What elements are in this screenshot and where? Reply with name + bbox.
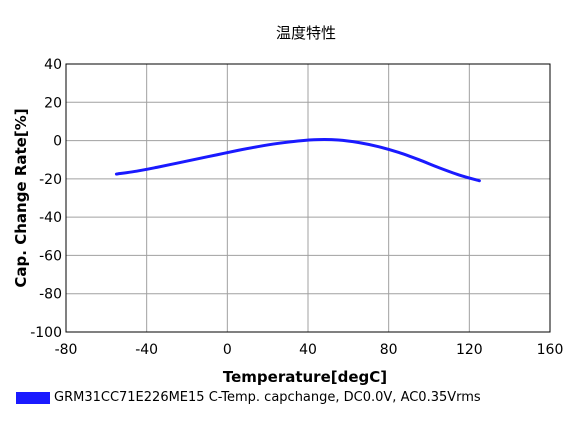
y-tick-label: -100 xyxy=(30,325,62,341)
series-lines xyxy=(114,138,481,183)
y-tick-label: -80 xyxy=(39,287,62,303)
x-tick-label: 120 xyxy=(456,342,483,358)
y-axis-label: Cap. Change Rate[%] xyxy=(12,108,30,287)
x-tick-label: -80 xyxy=(55,342,78,358)
legend-label: GRM31CC71E226ME15 C-Temp. capchange, DC0… xyxy=(54,390,481,405)
grid xyxy=(65,63,551,333)
legend: GRM31CC71E226ME15 C-Temp. capchange, DC0… xyxy=(16,390,481,405)
x-tick-label: 80 xyxy=(380,342,398,358)
y-tick-label: 40 xyxy=(44,57,62,73)
plot-frame xyxy=(65,63,551,333)
y-tick-labels: 40 20 0 -20 -40 -60 -80 -100 xyxy=(30,57,62,341)
y-tick-label: -40 xyxy=(39,210,62,226)
x-tick-label: 40 xyxy=(299,342,317,358)
y-tick-label: 20 xyxy=(44,95,62,111)
legend-swatch xyxy=(16,391,50,404)
x-tick-labels: -80 -40 0 40 80 120 160 xyxy=(55,342,564,358)
series-line xyxy=(114,138,481,183)
y-tick-label: -60 xyxy=(39,248,62,264)
y-tick-label: -20 xyxy=(39,172,62,188)
y-tick-label: 0 xyxy=(53,134,62,150)
chart-title: 温度特性 xyxy=(276,24,336,42)
x-tick-label: 0 xyxy=(223,342,232,358)
x-axis-label: Temperature[degC] xyxy=(223,368,387,386)
x-tick-label: -40 xyxy=(135,342,158,358)
x-tick-label: 160 xyxy=(537,342,564,358)
